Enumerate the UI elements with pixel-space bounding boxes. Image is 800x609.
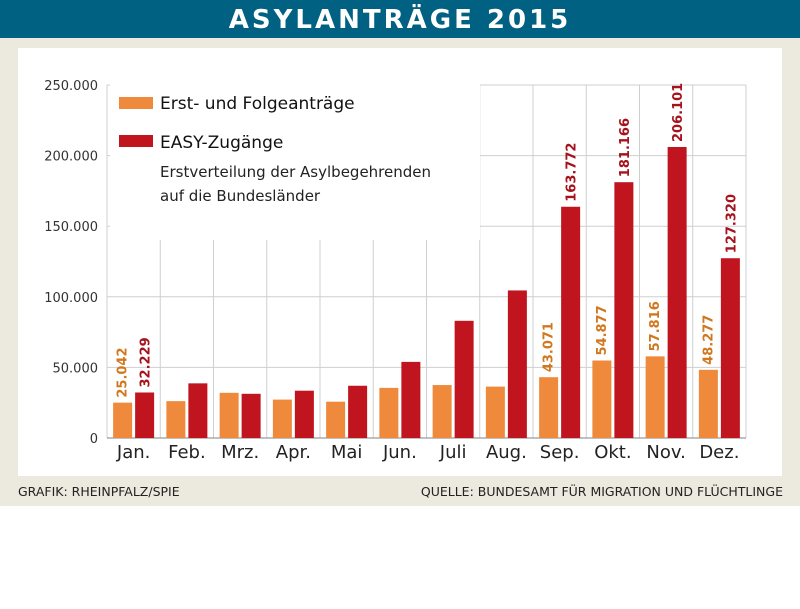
data-label-erst: 43.071 [542, 322, 557, 372]
data-source: QUELLE: BUNDESAMT FÜR MIGRATION UND FLÜC… [420, 484, 783, 499]
data-label-erst: 54.877 [595, 305, 610, 355]
x-tick-label: Aug. [486, 442, 527, 463]
bar-easy-zugaenge [401, 361, 421, 438]
bar-erst-folgeantraege [272, 399, 292, 438]
bar-erst-folgeantraege [113, 402, 133, 438]
bar-easy-zugaenge [348, 385, 368, 438]
data-label-easy: 181.166 [618, 118, 633, 177]
bar-easy-zugaenge [561, 206, 581, 438]
y-tick-label: 50.000 [53, 361, 99, 376]
legend-label-easy: EASY-Zugänge [160, 133, 283, 153]
bar-easy-zugaenge [241, 393, 261, 438]
bar-easy-zugaenge [188, 383, 208, 438]
data-label-easy: 163.772 [565, 143, 580, 202]
legend-swatch-easy [119, 135, 153, 147]
bar-easy-zugaenge [135, 392, 155, 438]
bar-easy-zugaenge [454, 320, 474, 438]
bar-easy-zugaenge [720, 258, 740, 438]
x-tick-label: Dez. [699, 442, 739, 463]
bar-erst-folgeantraege [326, 401, 346, 438]
x-tick-label: Juli [439, 442, 467, 463]
data-label-erst: 57.816 [648, 301, 663, 351]
bar-easy-zugaenge [294, 390, 314, 438]
bar-erst-folgeantraege [379, 387, 399, 438]
bar-erst-folgeantraege [645, 356, 665, 438]
x-tick-label: Jan. [116, 442, 150, 463]
legend-subtitle-line-1: Erstverteilung der Asylbegehrenden [160, 163, 431, 181]
bar-easy-zugaenge [614, 182, 634, 438]
data-label-easy: 32.229 [139, 337, 154, 387]
data-label-erst: 48.277 [701, 315, 716, 365]
legend-swatch-erst [119, 97, 153, 109]
chart-title-banner: ASYLANTRÄGE 2015 [0, 0, 800, 38]
legend-subtitle-line-2: auf die Bundesländer [160, 187, 321, 205]
legend-background [110, 83, 480, 240]
bar-erst-folgeantraege [485, 386, 505, 438]
bar-erst-folgeantraege [432, 385, 452, 438]
bar-erst-folgeantraege [592, 360, 612, 438]
bar-chart: 0 50.000 100.000 150.000 200.000 250.000 Jan. F… [18, 48, 782, 476]
x-tick-label: Jun. [382, 442, 417, 463]
y-tick-label: 200.000 [44, 150, 98, 165]
data-label-easy: 127.320 [724, 194, 739, 253]
bar-erst-folgeantraege [539, 377, 559, 438]
bar-easy-zugaenge [667, 146, 687, 438]
bar-erst-folgeantraege [166, 401, 186, 438]
bar-erst-folgeantraege [698, 369, 718, 438]
x-tick-label: Mrz. [221, 442, 259, 463]
bar-erst-folgeantraege [219, 392, 239, 438]
legend-label-erst: Erst- und Folgeanträge [160, 94, 355, 114]
x-tick-label: Feb. [168, 442, 206, 463]
graphic-credit: GRAFIK: RHEINPFALZ/SPIE [18, 484, 180, 499]
x-tick-label: Okt. [594, 442, 631, 463]
x-tick-label: Apr. [276, 442, 311, 463]
legend: Erst- und Folgeanträge EASY-Zugänge Erst… [110, 83, 480, 240]
x-tick-label: Nov. [646, 442, 685, 463]
y-tick-label: 100.000 [44, 291, 98, 306]
data-label-erst: 25.042 [116, 347, 131, 397]
y-tick-label: 150.000 [44, 220, 98, 235]
x-tick-label: Sep. [540, 442, 580, 463]
data-label-easy: 206.101 [671, 83, 686, 142]
y-tick-label: 250.000 [44, 79, 98, 94]
x-tick-label: Mai [331, 442, 363, 463]
bar-easy-zugaenge [507, 290, 527, 438]
y-tick-label: 0 [90, 432, 98, 447]
